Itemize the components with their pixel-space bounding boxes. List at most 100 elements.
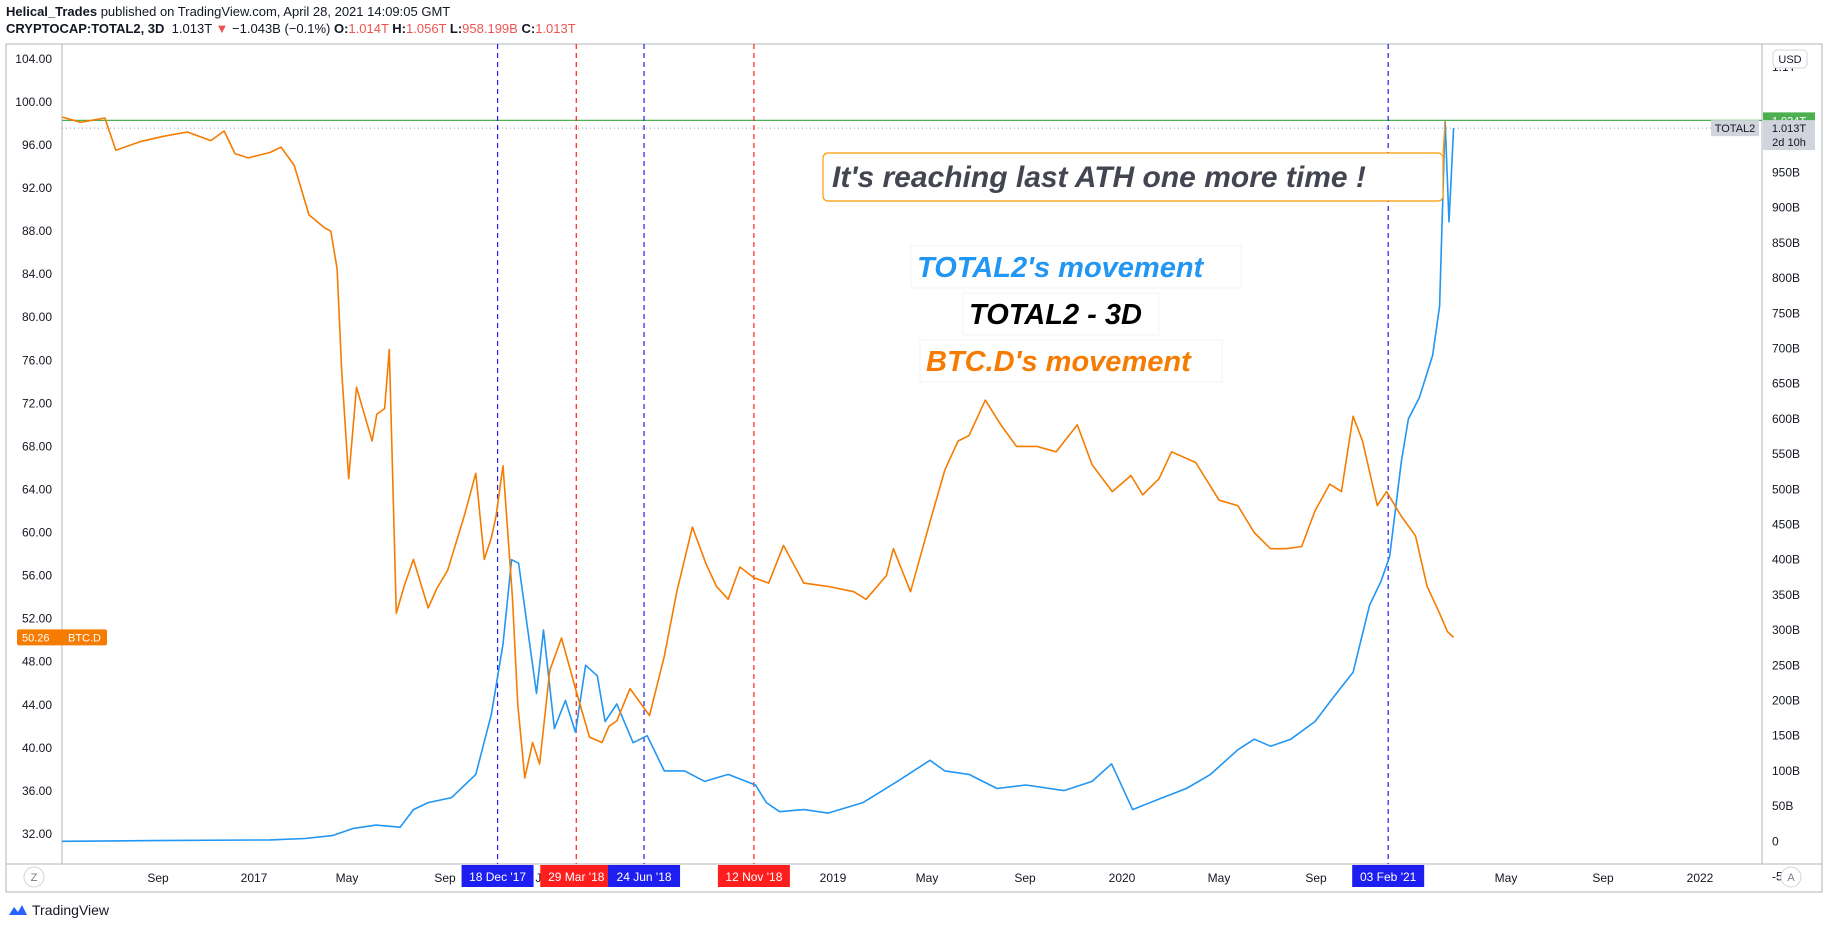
- left-axis-tick-label: 36.00: [22, 784, 52, 798]
- left-axis-tick-label: 88.00: [22, 224, 52, 238]
- left-axis-tick-label: 32.00: [22, 827, 52, 841]
- time-axis-tick-label: May: [336, 871, 359, 885]
- callout-text[interactable]: It's reaching last ATH one more time !: [832, 161, 1366, 194]
- close-label: C:: [521, 21, 536, 36]
- left-axis-tick-label: 52.00: [22, 612, 52, 626]
- left-axis-tick-label: 72.00: [22, 396, 52, 410]
- right-axis-tick-label: 300B: [1772, 623, 1800, 637]
- high-label: H:: [392, 21, 407, 36]
- right-axis-tick-label: 250B: [1772, 658, 1800, 672]
- chart-border: [5, 43, 1823, 893]
- low-value: 958.199B: [462, 21, 518, 36]
- annotation-box[interactable]: [962, 292, 1160, 336]
- right-axis-tick-label: 750B: [1772, 306, 1800, 320]
- left-axis-tick-label: 92.00: [22, 181, 52, 195]
- total2-name-badge: [1711, 120, 1759, 137]
- total2-series-line[interactable]: [61, 119, 1455, 843]
- annotation-box[interactable]: [910, 245, 1242, 289]
- right-axis-tick-label: 0: [1772, 834, 1779, 848]
- ohlc-legend: CRYPTOCAP:TOTAL2, 3D 1.013T ▼ −1.043B (−…: [6, 21, 576, 36]
- total2-countdown-label: 2d 10h: [1772, 137, 1806, 149]
- right-axis-tick-label: 150B: [1772, 729, 1800, 743]
- left-axis-tick-label: 40.00: [22, 741, 52, 755]
- auto-scale-button-label[interactable]: A: [1787, 872, 1795, 884]
- symbol-title[interactable]: CRYPTOCAP:TOTAL2, 3D: [6, 21, 165, 36]
- vertical-marker-date-label: 18 Dec '17: [469, 870, 526, 884]
- vertical-marker-date-badge: [461, 865, 534, 887]
- publish-date: published on TradingView.com, April 28, …: [100, 4, 451, 19]
- right-axis-tick-label: 600B: [1772, 412, 1800, 426]
- right-axis-tick-label: 500B: [1772, 482, 1800, 496]
- right-axis-tick-label: 350B: [1772, 588, 1800, 602]
- high-value: 1.056T: [406, 21, 447, 36]
- left-axis-tick-label: 104.00: [15, 52, 52, 66]
- time-axis-tick-label: Sep: [1592, 871, 1614, 885]
- time-axis-tick-label: Sep: [147, 871, 169, 885]
- right-axis-tick-label: 200B: [1772, 693, 1800, 707]
- publish-info: Helical_Trades published on TradingView.…: [6, 4, 450, 19]
- last-value: 1.013T: [171, 21, 212, 36]
- vertical-marker-date-badge: [608, 865, 681, 887]
- vertical-marker-date-label: 24 Jun '18: [617, 870, 672, 884]
- total2-last-badge: [1763, 120, 1815, 151]
- open-label: O:: [333, 21, 349, 36]
- low-label: L:: [449, 21, 463, 36]
- time-axis-tick-label: May: [916, 871, 939, 885]
- btcd-price-badge: [17, 629, 107, 646]
- btcd-series-line[interactable]: [61, 116, 1455, 779]
- author-name[interactable]: Helical_Trades: [6, 4, 98, 19]
- vertical-marker-date-label: 29 Mar '18: [548, 870, 605, 884]
- close-value: 1.013T: [535, 21, 576, 36]
- time-axis-tick-label: May: [1208, 871, 1231, 885]
- auto-scale-button[interactable]: [1780, 866, 1802, 888]
- annotation-text[interactable]: TOTAL2's movement: [917, 252, 1205, 284]
- time-axis-tick-label: 2022: [1687, 871, 1714, 885]
- left-axis-tick-label: 56.00: [22, 569, 52, 583]
- log-scale-button-label[interactable]: Z: [31, 872, 38, 884]
- btcd-price-label: 50.26: [22, 632, 50, 644]
- right-axis-tick-label: 100B: [1772, 764, 1800, 778]
- left-axis-tick-label: 60.00: [22, 526, 52, 540]
- log-scale-button[interactable]: [23, 866, 45, 888]
- annotation-text[interactable]: BTC.D's movement: [926, 346, 1192, 378]
- left-axis-tick-label: 68.00: [22, 439, 52, 453]
- callout-box[interactable]: [822, 152, 1444, 202]
- open-value: 1.014T: [348, 21, 389, 36]
- time-axis-tick-label: 2017: [241, 871, 268, 885]
- vertical-marker-date-label: 12 Nov '18: [725, 870, 782, 884]
- time-axis-tick-label: Sep: [1305, 871, 1327, 885]
- tradingview-logo-icon: [9, 905, 27, 915]
- vertical-marker-date-badge: [540, 865, 613, 887]
- left-axis-tick-label: 96.00: [22, 138, 52, 152]
- down-arrow-icon: ▼: [215, 21, 229, 36]
- right-axis-tick-label: 700B: [1772, 341, 1800, 355]
- vertical-marker-date-badge: [1352, 865, 1425, 887]
- tradingview-branding[interactable]: TradingView: [8, 902, 109, 918]
- currency-button-label[interactable]: USD: [1778, 54, 1801, 66]
- left-axis-tick-label: 100.00: [15, 95, 52, 109]
- tradingview-brand: TradingView: [32, 902, 110, 918]
- left-axis-tick-label: 84.00: [22, 267, 52, 281]
- right-axis-tick-label: 800B: [1772, 271, 1800, 285]
- left-axis-tick-label: 64.00: [22, 482, 52, 496]
- left-axis-tick-label: 48.00: [22, 655, 52, 669]
- callout-pointer-line: [1442, 120, 1446, 171]
- time-axis-tick-label: Sep: [1014, 871, 1036, 885]
- left-axis-tick-label: 76.00: [22, 353, 52, 367]
- right-axis-tick-label: 400B: [1772, 553, 1800, 567]
- right-axis-tick-label: 650B: [1772, 377, 1800, 391]
- annotation-text[interactable]: TOTAL2 - 3D: [969, 299, 1142, 331]
- total2-name-label: TOTAL2: [1715, 123, 1756, 135]
- right-axis-tick-label: 950B: [1772, 165, 1800, 179]
- btcd-name-label: BTC.D: [68, 632, 101, 644]
- right-axis-tick-label: 450B: [1772, 517, 1800, 531]
- time-axis-tick-label: Sep: [434, 871, 456, 885]
- right-axis-tick-label: 50B: [1772, 799, 1793, 813]
- left-axis-tick-label: 44.00: [22, 698, 52, 712]
- left-axis-tick-label: 80.00: [22, 310, 52, 324]
- time-axis-tick-label: 2019: [820, 871, 847, 885]
- currency-button[interactable]: [1772, 49, 1808, 69]
- annotation-box[interactable]: [919, 339, 1223, 383]
- vertical-marker-date-label: 03 Feb '21: [1360, 870, 1417, 884]
